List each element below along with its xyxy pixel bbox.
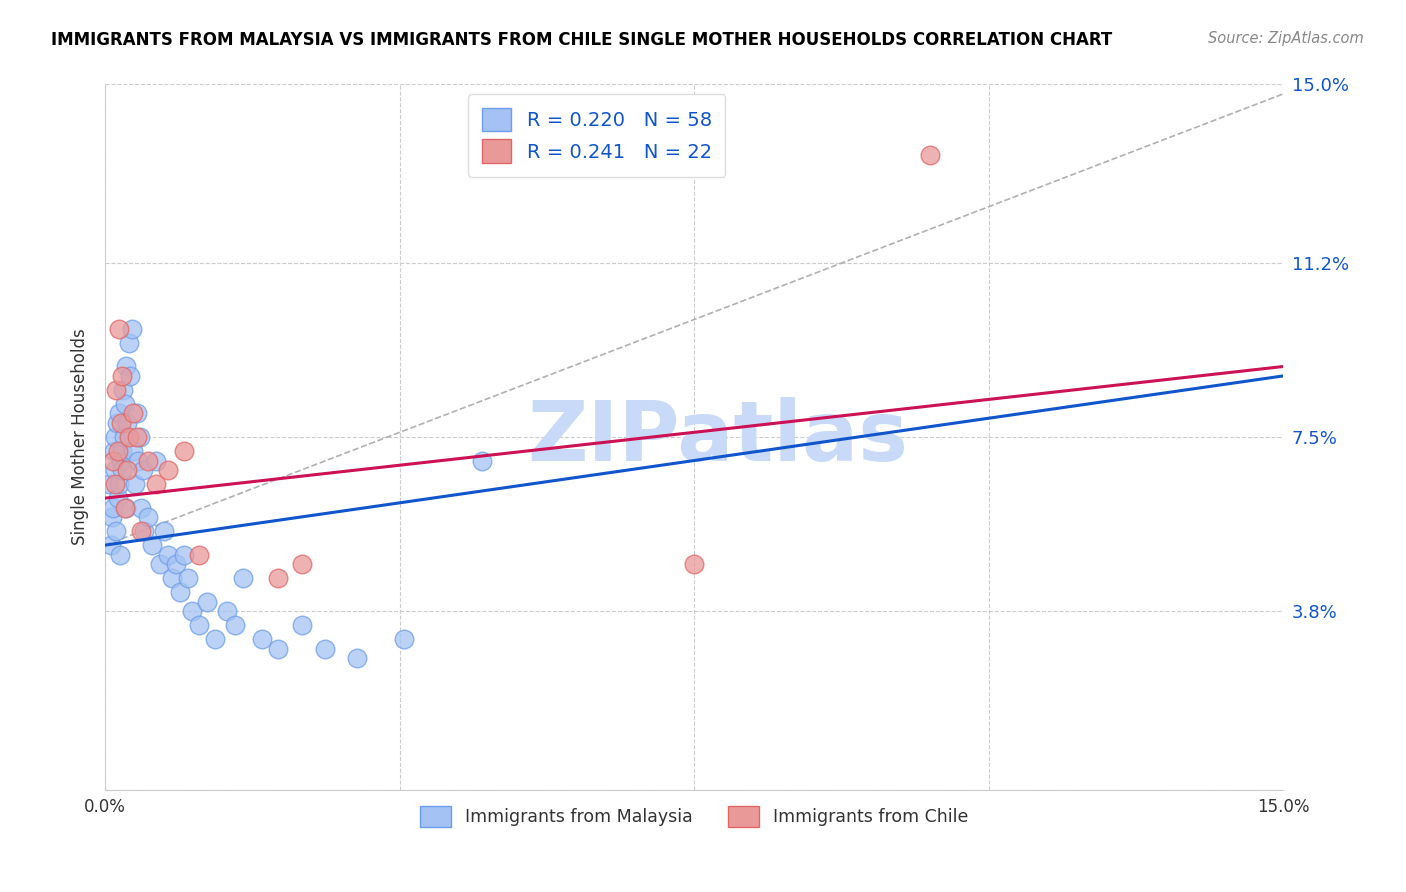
Point	[110, 453, 132, 467]
Point	[267, 641, 290, 656]
Point	[204, 632, 226, 647]
Point	[131, 500, 153, 515]
Point	[111, 444, 134, 458]
Point	[112, 383, 135, 397]
Text: IMMIGRANTS FROM MALAYSIA VS IMMIGRANTS FROM CHILE SINGLE MOTHER HOUSEHOLDS CORRE: IMMIGRANTS FROM MALAYSIA VS IMMIGRANTS F…	[51, 31, 1112, 49]
Point	[128, 430, 150, 444]
Point	[118, 336, 141, 351]
Point	[118, 430, 141, 444]
Point	[114, 500, 136, 515]
Point	[180, 604, 202, 618]
Point	[105, 524, 128, 538]
Point	[290, 618, 312, 632]
Point	[107, 444, 129, 458]
Point	[683, 557, 706, 571]
Point	[124, 477, 146, 491]
Point	[108, 322, 131, 336]
Point	[114, 500, 136, 515]
Point	[125, 407, 148, 421]
Point	[122, 444, 145, 458]
Point	[115, 463, 138, 477]
Point	[176, 571, 198, 585]
Point	[120, 368, 142, 383]
Point	[101, 453, 124, 467]
Point	[101, 510, 124, 524]
Point	[121, 322, 143, 336]
Point	[153, 524, 176, 538]
Point	[157, 548, 180, 562]
Point	[108, 477, 131, 491]
Point	[104, 477, 127, 491]
Point	[103, 444, 125, 458]
Point	[173, 548, 195, 562]
Point	[107, 491, 129, 505]
Text: ZIPatlas: ZIPatlas	[527, 397, 908, 477]
Point	[127, 453, 149, 467]
Point	[290, 557, 312, 571]
Point	[110, 416, 132, 430]
Point	[392, 632, 415, 647]
Point	[149, 557, 172, 571]
Point	[188, 548, 211, 562]
Point	[121, 407, 143, 421]
Point	[471, 453, 494, 467]
Point	[169, 585, 191, 599]
Point	[134, 524, 156, 538]
Point	[111, 463, 134, 477]
Point	[125, 430, 148, 444]
Point	[252, 632, 274, 647]
Point	[145, 477, 167, 491]
Point	[138, 510, 160, 524]
Point	[346, 651, 368, 665]
Point	[104, 430, 127, 444]
Y-axis label: Single Mother Households: Single Mother Households	[72, 328, 89, 545]
Point	[105, 416, 128, 430]
Legend: Immigrants from Malaysia, Immigrants from Chile: Immigrants from Malaysia, Immigrants fro…	[413, 798, 976, 834]
Point	[132, 463, 155, 477]
Point	[157, 463, 180, 477]
Point	[141, 538, 163, 552]
Text: Source: ZipAtlas.com: Source: ZipAtlas.com	[1208, 31, 1364, 46]
Point	[232, 571, 254, 585]
Point	[138, 453, 160, 467]
Point	[111, 368, 134, 383]
Point	[224, 618, 246, 632]
Point	[267, 571, 290, 585]
Point	[160, 571, 183, 585]
Point	[101, 500, 124, 515]
Point	[112, 430, 135, 444]
Point	[129, 524, 152, 538]
Point	[115, 359, 138, 374]
Point	[145, 453, 167, 467]
Point	[314, 641, 336, 656]
Point	[115, 416, 138, 430]
Point	[98, 477, 121, 491]
Point	[195, 594, 218, 608]
Point	[173, 444, 195, 458]
Point	[104, 463, 127, 477]
Point	[188, 618, 211, 632]
Point	[215, 604, 238, 618]
Point	[107, 407, 129, 421]
Point	[100, 538, 122, 552]
Point	[108, 548, 131, 562]
Point	[918, 148, 941, 162]
Point	[165, 557, 187, 571]
Point	[105, 383, 128, 397]
Point	[114, 397, 136, 411]
